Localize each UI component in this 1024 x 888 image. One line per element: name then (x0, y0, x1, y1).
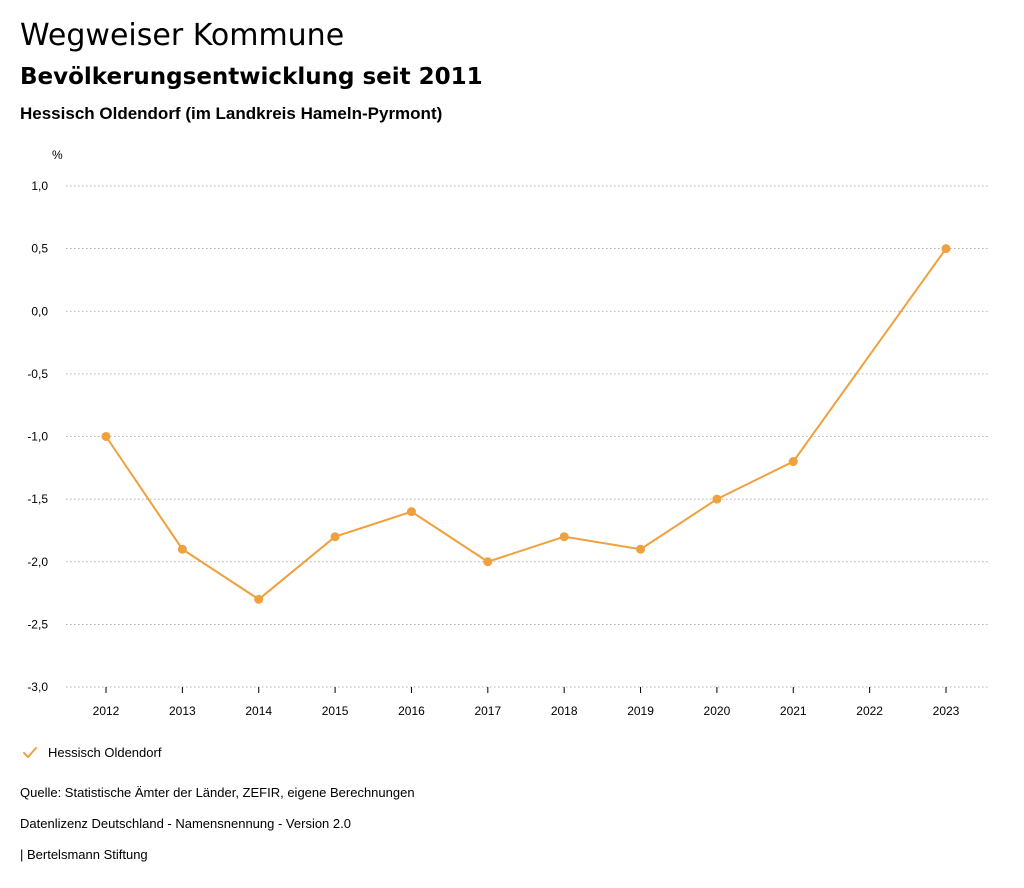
grid-lines (66, 185, 990, 688)
y-tick-label: -3,0 (27, 680, 48, 694)
data-point[interactable] (788, 457, 798, 467)
x-tick-label: 2014 (245, 704, 272, 718)
y-tick-label: -2,0 (27, 555, 48, 569)
y-axis-unit-label: % (52, 148, 63, 162)
x-tick-label: 2012 (93, 704, 120, 718)
data-point[interactable] (941, 244, 951, 254)
data-point[interactable] (712, 494, 722, 504)
license-note: Datenlizenz Deutschland - Namensnennung … (20, 816, 351, 831)
y-axis-ticks: 1,0 0,5 0,0 -0,5 -1,0 -1,5 -2,0 -2,5 -3,0 (27, 179, 48, 694)
region-label: Hessisch Oldendorf (im Landkreis Hameln-… (20, 104, 443, 123)
y-tick-label: -1,5 (27, 492, 48, 506)
x-tick-label: 2023 (933, 704, 960, 718)
y-tick-label: 0,0 (31, 304, 48, 318)
y-tick-label: 0,5 (31, 242, 48, 256)
x-axis-ticks: 2012 2013 2014 2015 2016 2017 2018 2019 2020 2021… (93, 687, 960, 718)
line-chart: % 1,0 0,5 0,0 -0,5 -1,0 -1,5 -2,0 -2,5 -3,0 2012… (27, 148, 990, 718)
data-point[interactable] (101, 432, 111, 441)
x-tick-label: 2015 (322, 704, 349, 718)
chart-subtitle: Bevölkerungsentwicklung seit 2011 (20, 64, 483, 90)
data-point[interactable] (559, 532, 569, 542)
x-tick-label: 2019 (627, 704, 654, 718)
data-point[interactable] (254, 594, 264, 604)
legend-item-label: Hessisch Oldendorf (48, 745, 162, 760)
x-tick-label: 2020 (704, 704, 731, 718)
chart-title: Wegweiser Kommune (20, 18, 345, 53)
x-tick-label: 2022 (856, 704, 883, 718)
data-point[interactable] (330, 532, 340, 542)
y-tick-label: -1,0 (27, 430, 48, 444)
source-note: Quelle: Statistische Ämter der Länder, Z… (20, 785, 415, 800)
y-tick-label: 1,0 (31, 179, 48, 193)
x-tick-label: 2018 (551, 704, 578, 718)
y-tick-label: -2,5 (27, 617, 48, 631)
data-point[interactable] (636, 544, 646, 554)
series-line (105, 248, 947, 601)
data-point[interactable] (483, 557, 493, 567)
x-tick-label: 2021 (780, 704, 807, 718)
data-point[interactable] (177, 544, 187, 554)
y-tick-label: -0,5 (27, 367, 48, 381)
credit-note: | Bertelsmann Stiftung (20, 847, 148, 862)
x-tick-label: 2013 (169, 704, 196, 718)
x-tick-label: 2016 (398, 704, 425, 718)
data-point[interactable] (406, 507, 416, 517)
x-tick-label: 2017 (474, 704, 501, 718)
check-icon (23, 746, 37, 758)
series-group (101, 244, 951, 604)
legend[interactable]: Hessisch Oldendorf (22, 745, 161, 760)
